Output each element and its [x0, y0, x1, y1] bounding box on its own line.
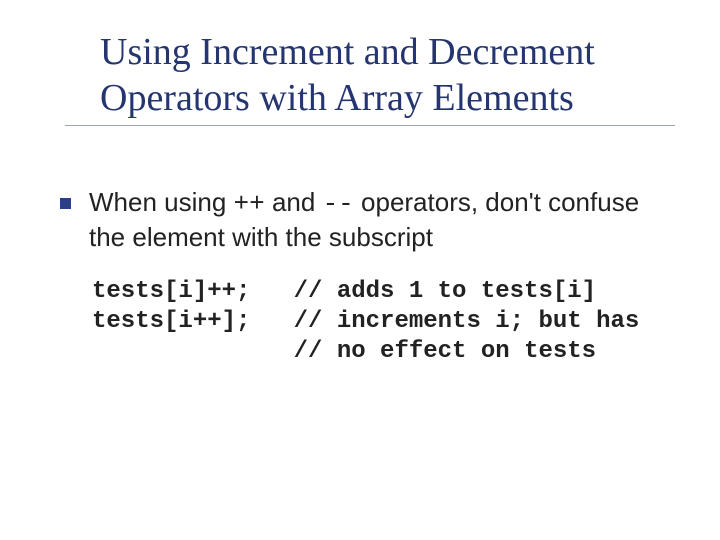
title-underline: [65, 125, 675, 126]
square-bullet-icon: [60, 198, 71, 209]
code-line-3: // no effect on tests: [92, 338, 596, 365]
text-pre: When using: [89, 187, 234, 217]
slide: Using Increment and Decrement Operators …: [0, 0, 720, 540]
code-example: tests[i]++; // adds 1 to tests[i] tests[…: [92, 277, 670, 367]
slide-body: When using ++ and -- operators, don't co…: [60, 186, 670, 367]
code-line-1: tests[i]++; // adds 1 to tests[i]: [92, 278, 596, 305]
bullet-text: When using ++ and -- operators, don't co…: [89, 186, 670, 253]
title-line-1: Using Increment and Decrement: [100, 31, 595, 73]
bullet-item: When using ++ and -- operators, don't co…: [60, 186, 670, 253]
title-line-2: Operators with Array Elements: [100, 77, 574, 119]
code-line-2: tests[i++]; // increments i; but has: [92, 308, 639, 335]
text-mid1: and: [265, 187, 323, 217]
operator-decrement: --: [323, 189, 354, 219]
slide-title: Using Increment and Decrement Operators …: [100, 30, 690, 121]
title-block: Using Increment and Decrement Operators …: [100, 30, 690, 126]
operator-increment: ++: [234, 189, 265, 219]
